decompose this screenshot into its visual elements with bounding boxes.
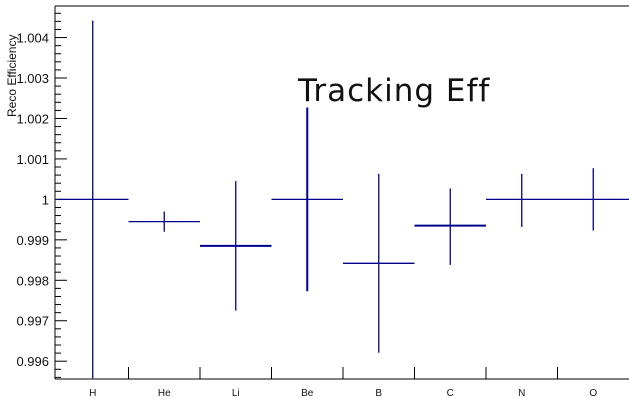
x-category-label: N (518, 388, 525, 398)
y-tick-label: 0.996 (16, 354, 49, 369)
x-category-label: Be (301, 388, 314, 398)
x-category-label: O (589, 388, 597, 398)
y-tick-label: 1.004 (16, 31, 49, 46)
y-tick-label: 0.998 (16, 273, 49, 288)
x-axis-ticks: H He Li Be B C N O (89, 367, 597, 398)
y-tick-label: 0.999 (16, 233, 49, 248)
y-tick-label: 1.001 (16, 152, 49, 167)
chart-title: Tracking Eff (297, 73, 490, 109)
x-category-label: C (447, 388, 454, 398)
x-category-label: B (375, 388, 382, 398)
x-category-label: Li (232, 388, 240, 398)
y-axis-label: Reco Efficiency (5, 35, 19, 117)
y-tick-label: 0.997 (16, 314, 49, 329)
y-tick-label: 1 (42, 192, 49, 207)
error-bars (57, 20, 629, 379)
x-category-label: H (89, 388, 96, 398)
x-category-label: He (158, 388, 171, 398)
y-tick-label: 1.002 (16, 111, 49, 126)
y-axis-ticks: 0.996 0.997 0.998 0.999 1 1.001 1.002 1.003 1.00… (16, 12, 67, 378)
y-tick-label: 1.003 (16, 71, 49, 86)
